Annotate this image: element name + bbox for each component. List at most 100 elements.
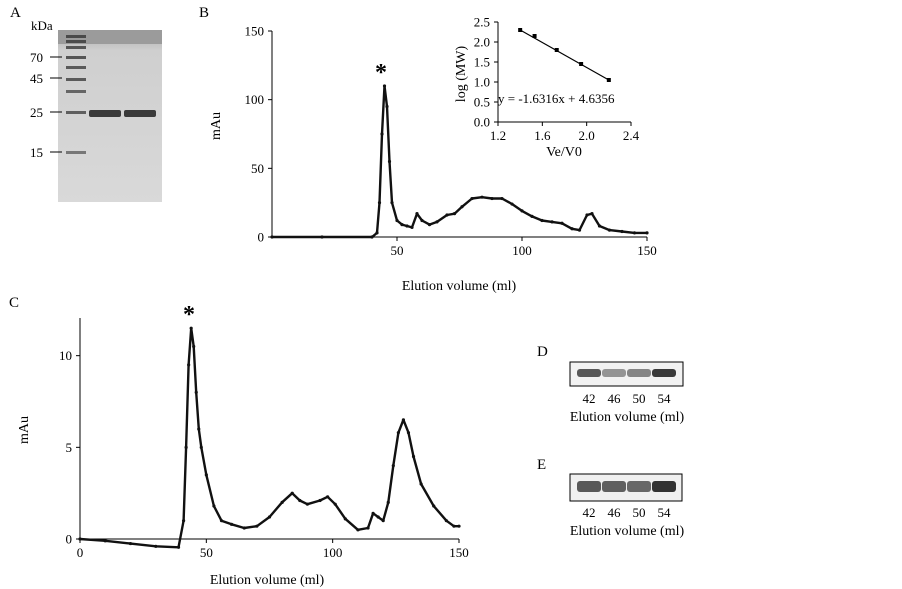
ladder-band — [66, 35, 86, 38]
inset-data-point — [518, 28, 523, 32]
chart-c-data-point — [376, 515, 380, 519]
blot-e-band — [577, 481, 601, 492]
blot-d-lane-label: 42 — [583, 391, 596, 406]
gel-marker-label: 25 — [30, 105, 43, 120]
chart-c-x-tick-label: 0 — [77, 545, 84, 560]
blot-e-lane-label: 50 — [633, 505, 646, 520]
chart-b-data-point — [382, 84, 387, 88]
chart-c-data-point — [219, 519, 224, 523]
chart-c-x-tick-label: 150 — [449, 545, 469, 560]
chart-c-data-point — [305, 502, 309, 506]
chart-b-data-point — [570, 227, 574, 231]
chart-c-data-point — [199, 445, 203, 449]
chart-b-data-point — [427, 223, 432, 227]
gel-sample-band — [124, 110, 156, 117]
chart-b-data-point — [452, 212, 457, 216]
chart-b-data-point — [632, 231, 637, 235]
chart-b-data-point — [577, 228, 582, 232]
chart-c-data-point — [401, 418, 406, 422]
blot-e-bands — [577, 481, 676, 492]
chart-c-data-point — [419, 482, 423, 486]
chart-b-y-label: mAu — [209, 112, 224, 140]
ladder-band — [66, 151, 86, 154]
chart-c-data-point — [204, 473, 208, 477]
chart-b-data-point — [405, 224, 409, 228]
chart-b-data-point — [620, 229, 624, 234]
chart-b-data-point — [395, 218, 399, 223]
chart-c-data-point — [386, 500, 390, 504]
chart-b-data-point — [645, 231, 649, 235]
panel-e-letter: E — [537, 457, 546, 473]
inset-x-tick-label: 1.2 — [490, 128, 506, 143]
chart-b-data-point — [435, 220, 439, 224]
chart-c-data-point — [396, 431, 400, 435]
chart-c-data-point — [212, 504, 216, 508]
chart-c-data-point — [176, 545, 181, 549]
chart-b-series-line — [272, 84, 647, 239]
gel-unit-label: kDa — [31, 18, 53, 33]
blot-d-band — [652, 369, 676, 377]
chart-c-series-line — [79, 327, 459, 549]
chart-b-data-point — [510, 202, 514, 206]
chart-b-data-point — [270, 235, 274, 239]
inset-y-tick-label: 2.5 — [474, 15, 490, 30]
chart-c-data-point — [326, 495, 330, 499]
chart-c-data-point — [318, 498, 322, 503]
chart-c-data-point — [298, 498, 302, 503]
gel-ladder-lane — [66, 35, 86, 154]
blot-e-lane-label: 54 — [658, 505, 672, 520]
chart-b-data-point — [377, 201, 382, 205]
inset-data-point — [554, 48, 559, 52]
panel-c-letter: C — [9, 295, 19, 311]
chart-b-data-point — [470, 196, 474, 201]
chart-c-data-point — [128, 541, 133, 546]
inset-y-label: log (MW) — [454, 45, 469, 102]
panel-a-letter: A — [10, 5, 21, 21]
chart-c-data-point — [381, 519, 385, 523]
inset-fit-line — [519, 29, 610, 81]
blot-e-band — [627, 481, 651, 492]
chart-b-data-point — [530, 214, 534, 218]
chart-c-data-point — [154, 544, 158, 548]
chart-b-data-point — [560, 221, 564, 225]
chart-c-y-tick-label: 10 — [59, 348, 72, 363]
chart-b-data-point — [585, 213, 589, 217]
chart-c-data-point — [432, 504, 436, 508]
chart-c-data-point — [103, 539, 107, 543]
blot-d-x-label: Elution volume (ml) — [570, 410, 685, 425]
chart-b-y-tick-label: 150 — [245, 24, 265, 39]
chart-c-data-point — [197, 427, 201, 431]
chart-b-data-point — [400, 223, 404, 227]
chart-c-peak-marker: * — [183, 302, 195, 328]
chart-b-data-point — [415, 212, 419, 216]
chart-b-x-tick-label: 100 — [512, 243, 532, 258]
chart-c-x-tick-label: 100 — [323, 545, 343, 560]
panel-b: B 50 100 150 0 50 100 150 mAu Elution volume (… — [199, 5, 657, 294]
chart-c-data-point — [184, 445, 188, 449]
chart-b-data-point — [420, 218, 424, 223]
inset-y-tick-label: 1.5 — [474, 55, 490, 70]
chart-b-data-point — [550, 220, 554, 224]
blot-e-lane-label: 42 — [583, 505, 596, 520]
chart-c-data-point — [255, 524, 259, 528]
chart-c-data-point — [187, 363, 191, 367]
chart-c-data-point — [194, 390, 198, 394]
inset-y-tick-label: 2.0 — [474, 35, 490, 50]
blot-d-band — [627, 369, 651, 377]
chart-c-ticks: 0 50 100 150 0 5 10 — [59, 348, 469, 560]
blot-d-bands — [577, 369, 676, 377]
panel-d-letter: D — [537, 344, 548, 360]
chart-c-data-point — [181, 519, 186, 523]
chart-b-data-point — [390, 201, 394, 205]
panel-e: E 42 46 50 54 Elution volume (ml) — [537, 457, 684, 539]
chart-b-data-point — [590, 212, 594, 216]
chart-c-data-point — [333, 502, 337, 506]
chart-b-data-point — [375, 231, 379, 235]
chart-b-data-point — [380, 132, 384, 136]
chart-c-data-point — [78, 537, 82, 541]
chart-c-y-label: mAu — [17, 416, 32, 444]
chart-c-data-point — [391, 464, 395, 468]
blot-e-lane-label: 46 — [608, 505, 622, 520]
